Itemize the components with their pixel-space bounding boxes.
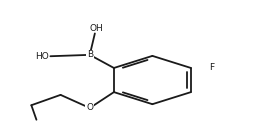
Text: HO: HO — [35, 52, 49, 61]
Text: B: B — [87, 50, 93, 59]
Text: OH: OH — [89, 24, 103, 33]
Text: F: F — [209, 63, 214, 72]
Text: O: O — [86, 104, 93, 112]
